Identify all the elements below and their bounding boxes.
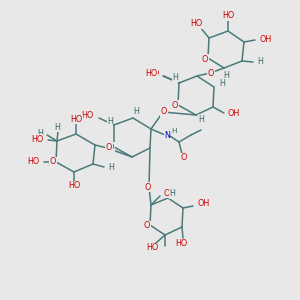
Text: HO: HO — [147, 68, 159, 77]
Text: H: H — [107, 116, 113, 125]
Text: H: H — [257, 58, 263, 67]
Text: H: H — [37, 128, 43, 137]
Text: O: O — [172, 100, 178, 109]
Text: O: O — [106, 143, 112, 152]
Text: H: H — [54, 122, 60, 131]
Text: HO: HO — [190, 20, 202, 28]
Text: HO: HO — [31, 134, 43, 143]
Text: HO: HO — [222, 11, 234, 20]
Text: O: O — [202, 55, 208, 64]
Text: HO: HO — [146, 244, 158, 253]
Text: OH: OH — [228, 109, 240, 118]
Text: H: H — [172, 74, 178, 82]
Text: H: H — [171, 128, 177, 134]
Text: O: O — [145, 182, 151, 191]
Text: H: H — [223, 70, 229, 80]
Text: O: O — [108, 142, 114, 152]
Text: HO: HO — [28, 158, 40, 166]
Text: H: H — [169, 190, 175, 199]
Text: H: H — [198, 115, 204, 124]
Text: O: O — [208, 70, 214, 79]
Text: H: H — [133, 107, 139, 116]
Text: O: O — [181, 154, 187, 163]
Text: HO: HO — [146, 68, 158, 77]
Text: HO: HO — [82, 110, 94, 119]
Text: H: H — [108, 163, 114, 172]
Text: OH: OH — [197, 200, 209, 208]
Text: N: N — [164, 130, 170, 140]
Text: H: H — [219, 80, 225, 88]
Text: OH: OH — [164, 188, 176, 197]
Text: O: O — [161, 107, 167, 116]
Text: O: O — [50, 158, 56, 166]
Text: HO: HO — [70, 115, 82, 124]
Text: HO: HO — [175, 239, 187, 248]
Text: OH: OH — [259, 34, 271, 43]
Text: HO: HO — [68, 182, 80, 190]
Text: O: O — [144, 221, 150, 230]
